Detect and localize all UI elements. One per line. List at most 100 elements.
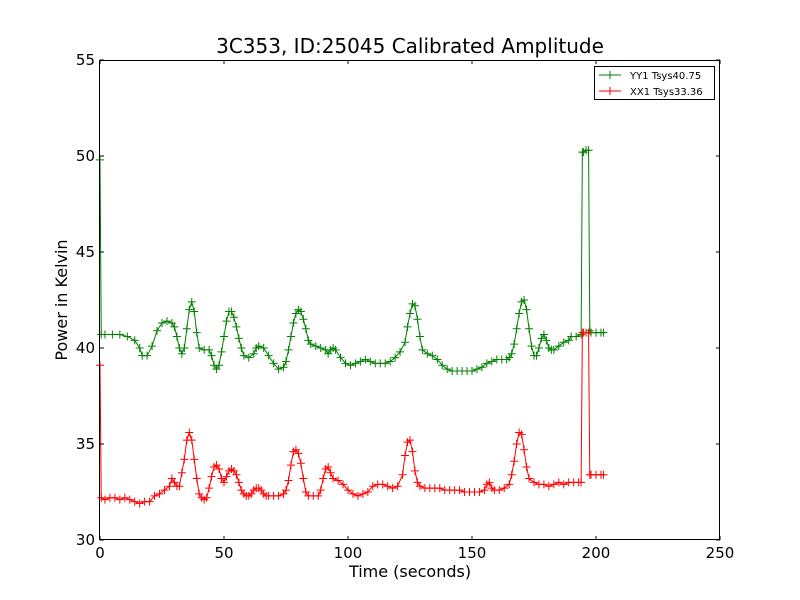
data-point — [358, 489, 367, 498]
data-point — [336, 353, 345, 362]
data-point — [532, 351, 541, 360]
data-point — [286, 332, 295, 341]
data-point — [584, 328, 593, 337]
data-point — [180, 344, 189, 352]
data-point — [286, 461, 295, 470]
data-point — [148, 342, 157, 351]
data-point — [353, 491, 362, 500]
legend-box — [594, 66, 715, 100]
data-point — [192, 474, 201, 483]
data-point — [185, 305, 194, 314]
data-point — [346, 361, 355, 370]
data-point — [339, 480, 348, 489]
data-point — [306, 340, 315, 349]
data-point — [520, 445, 529, 454]
data-point — [274, 491, 283, 500]
data-point — [282, 357, 290, 366]
data-point — [269, 359, 278, 368]
data-point — [120, 493, 129, 502]
data-point — [368, 482, 377, 491]
data-point — [207, 351, 216, 360]
data-point — [294, 449, 303, 458]
data-point — [549, 345, 558, 354]
data-point — [115, 495, 124, 504]
data-point — [274, 365, 283, 374]
data-point — [187, 436, 196, 445]
data-point — [311, 342, 320, 351]
data-point — [145, 497, 154, 506]
data-point — [554, 478, 563, 487]
data-point — [435, 484, 444, 493]
y-tick-label: 35 — [76, 435, 95, 453]
data-point — [227, 307, 236, 316]
data-point — [237, 344, 246, 352]
data-point — [232, 322, 241, 331]
x-tick-label: 200 — [582, 544, 611, 562]
data-point — [282, 486, 290, 495]
data-point — [244, 353, 253, 362]
data-point — [510, 457, 519, 466]
data-point — [316, 344, 325, 352]
data-point — [177, 349, 186, 358]
data-point — [517, 430, 526, 439]
data-point — [477, 363, 486, 372]
data-point — [406, 436, 414, 445]
data-point — [215, 361, 224, 370]
data-point — [393, 482, 402, 491]
plot-frame — [99, 60, 720, 540]
data-point — [507, 349, 516, 358]
data-point — [559, 338, 568, 347]
data-point — [234, 478, 243, 487]
data-point — [482, 359, 491, 368]
data-point — [324, 463, 333, 472]
data-point — [522, 305, 531, 314]
data-point — [525, 324, 534, 333]
data-point — [205, 345, 214, 354]
data-point — [130, 497, 139, 506]
data-point — [190, 455, 199, 464]
data-point — [475, 488, 484, 496]
legend-marker — [606, 71, 614, 79]
y-tick-label: 30 — [76, 531, 95, 549]
data-point — [396, 347, 405, 356]
data-point — [554, 342, 563, 351]
data-point — [500, 484, 509, 493]
legend-label: XX1 Tsys33.36 — [630, 87, 703, 98]
data-point — [289, 319, 298, 328]
data-point — [222, 317, 231, 326]
data-point — [403, 322, 412, 331]
data-point — [314, 491, 323, 500]
data-point — [480, 486, 489, 495]
data-point — [123, 332, 132, 341]
data-point — [530, 478, 538, 487]
data-point — [182, 324, 191, 333]
data-point — [185, 428, 194, 437]
data-point — [525, 474, 534, 483]
data-point — [97, 493, 106, 502]
data-point — [363, 488, 372, 496]
data-point — [158, 319, 166, 328]
data-point — [172, 332, 181, 341]
data-point — [507, 470, 516, 479]
data-point — [296, 307, 305, 316]
legend-marker — [606, 87, 614, 95]
data-point — [284, 345, 293, 354]
data-point — [100, 330, 109, 339]
data-point — [329, 474, 338, 483]
data-point — [220, 332, 228, 341]
data-point — [577, 478, 586, 487]
data-point — [341, 359, 350, 368]
data-point — [505, 480, 514, 489]
data-point — [361, 355, 370, 364]
data-point — [177, 468, 186, 477]
legend-label: YY1 Tsys40.75 — [629, 71, 701, 82]
data-point — [408, 447, 417, 456]
data-point — [190, 307, 199, 316]
data-point — [599, 470, 608, 479]
data-point — [222, 472, 231, 481]
data-point — [279, 363, 288, 372]
data-point — [549, 480, 558, 489]
data-point — [388, 484, 397, 493]
data-point — [249, 349, 258, 358]
